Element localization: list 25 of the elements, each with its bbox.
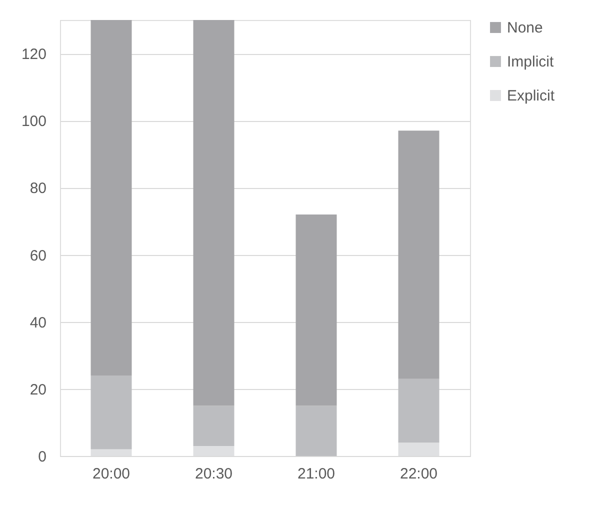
y-tick-label: 80 [30, 180, 46, 198]
x-tick-label: 21:00 [297, 466, 336, 482]
legend-label: Explicit [507, 88, 556, 104]
x-tick-label: 20:00 [92, 466, 130, 482]
y-tick-label: 100 [21, 113, 46, 130]
y-tick-label: 20 [30, 381, 46, 398]
bar [193, 406, 234, 446]
bar [296, 214, 337, 406]
legend-label: None [507, 20, 543, 36]
bar [398, 378, 440, 443]
x-tick-label: 20:30 [194, 466, 233, 482]
x-tick-label: 22:00 [400, 466, 438, 482]
bar [398, 442, 440, 456]
y-tick-label: 40 [30, 314, 46, 332]
legend-label: Implicit [507, 54, 554, 70]
bar [90, 449, 132, 456]
y-tick-label: 0 [38, 448, 46, 466]
bar [193, 20, 234, 406]
y-tick-label: 60 [30, 247, 46, 264]
bar [90, 376, 132, 450]
y-tick-label: 120 [21, 46, 46, 64]
bar [193, 446, 234, 456]
bar [296, 406, 337, 456]
bar [90, 20, 132, 376]
bar [398, 130, 440, 379]
